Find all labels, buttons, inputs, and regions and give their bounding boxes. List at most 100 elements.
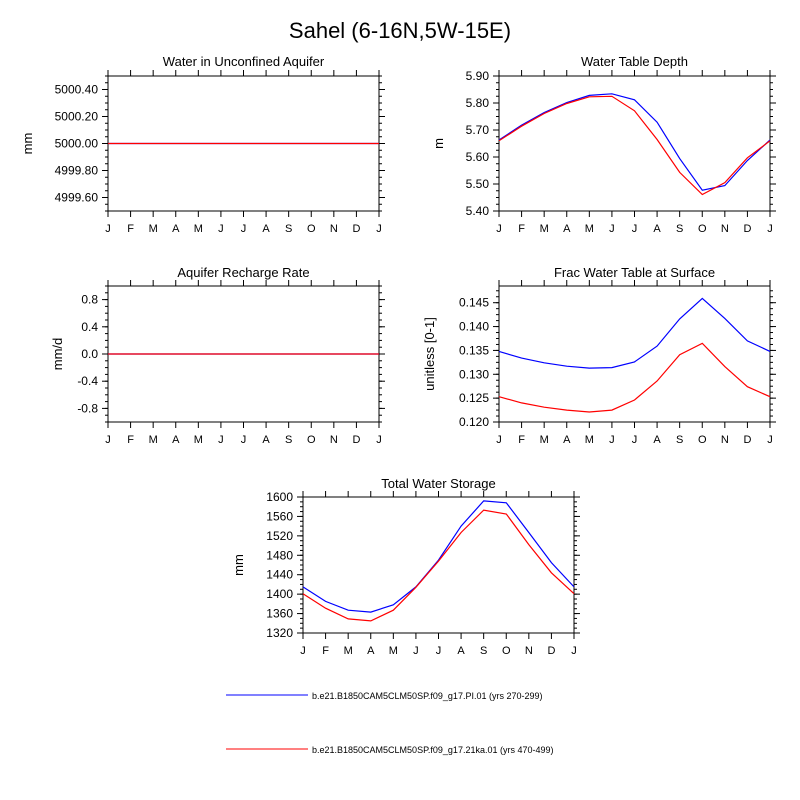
wtd-xtick-label: J <box>767 223 773 235</box>
wtd-xtick-label: A <box>653 223 661 235</box>
fracwt-ytick-label: 0.130 <box>459 367 489 381</box>
tws-ytick-label: 1480 <box>266 548 293 562</box>
tws-ytick-label: 1600 <box>266 490 293 504</box>
wtd-xtick-label: M <box>585 223 594 235</box>
aquifer-ytick-label: 5000.00 <box>55 137 99 151</box>
tws-xtick-label: J <box>436 645 442 657</box>
aquifer-xtick-label: A <box>262 223 270 235</box>
legend: b.e21.B1850CAM5CLM50SP.f09_g17.PI.01 (yr… <box>226 691 554 755</box>
recharge-title: Aquifer Recharge Rate <box>177 265 309 280</box>
fracwt-ytick-label: 0.140 <box>459 320 489 334</box>
wtd-xtick-label: S <box>676 223 683 235</box>
wtd-series-red <box>498 95 771 196</box>
tws-xtick-label: F <box>322 645 329 657</box>
recharge-xtick-label: N <box>330 434 338 446</box>
aquifer-xtick-label: S <box>285 223 292 235</box>
fracwt-xtick-label: M <box>540 434 549 446</box>
wtd-xtick-label: F <box>518 223 525 235</box>
fracwt-ytick-label: 0.145 <box>459 296 489 310</box>
aquifer-xtick-label: M <box>149 223 158 235</box>
tws-ylabel: mm <box>231 554 246 576</box>
fracwt-xtick-label: J <box>609 434 615 446</box>
wtd-title: Water Table Depth <box>581 54 688 69</box>
wtd-ytick-label: 5.70 <box>466 123 490 137</box>
wtd-xtick-label: M <box>540 223 549 235</box>
fracwt-ytick-label: 0.125 <box>459 391 489 405</box>
fracwt-xtick-label: J <box>496 434 502 446</box>
recharge-xtick-label: O <box>307 434 316 446</box>
aquifer-ytick-label: 5000.20 <box>55 110 99 124</box>
recharge-xtick-label: J <box>105 434 111 446</box>
fracwt-xtick-label: D <box>743 434 751 446</box>
recharge-xtick-label: S <box>285 434 292 446</box>
tws-xtick-label: N <box>525 645 533 657</box>
fracwt-xtick-label: F <box>518 434 525 446</box>
panel-recharge-rate: Aquifer Recharge Rate J F M A M J J A S O N D J -0.8 -0… <box>50 265 385 446</box>
tws-ytick-label: 1440 <box>266 568 293 582</box>
aquifer-xtick-label: M <box>194 223 203 235</box>
aquifer-xtick-label: J <box>218 223 224 235</box>
recharge-xtick-label: J <box>376 434 382 446</box>
fracwt-frame <box>498 285 771 423</box>
recharge-xtick-label: A <box>172 434 180 446</box>
tws-series-blue <box>302 500 575 613</box>
tws-xtick-label: J <box>571 645 577 657</box>
wtd-xtick-label: O <box>698 223 707 235</box>
aquifer-xtick-label: A <box>172 223 180 235</box>
wtd-xtick-label: J <box>496 223 502 235</box>
recharge-ytick-label: 0.0 <box>81 347 98 361</box>
wtd-ytick-label: 5.50 <box>466 177 490 191</box>
recharge-ytick-label: 0.4 <box>81 320 98 334</box>
aquifer-ytick-label: 4999.80 <box>55 164 99 178</box>
fracwt-ytick-label: 0.135 <box>459 343 489 357</box>
fracwt-xtick-label: A <box>653 434 661 446</box>
recharge-ylabel: mm/d <box>50 338 65 371</box>
aquifer-ylabel: mm <box>20 133 35 155</box>
wtd-ytick-label: 5.40 <box>466 204 490 218</box>
fracwt-xtick-label: O <box>698 434 707 446</box>
tws-xtick-label: D <box>547 645 555 657</box>
panel-water-table-depth: Water Table Depth J F M A M J J A S O N D J 5.40 5.50 5.… <box>431 54 776 235</box>
tws-ytick-label: 1320 <box>266 626 293 640</box>
fracwt-xtick-label: A <box>563 434 571 446</box>
tws-ytick-label: 1560 <box>266 509 293 523</box>
recharge-xtick-label: M <box>149 434 158 446</box>
aquifer-xtick-label: D <box>352 223 360 235</box>
recharge-xtick-label: M <box>194 434 203 446</box>
aquifer-xtick-label: J <box>105 223 111 235</box>
figure-title: Sahel (6-16N,5W-15E) <box>289 18 511 43</box>
recharge-xtick-label: A <box>262 434 270 446</box>
fracwt-ytick-label: 0.120 <box>459 415 489 429</box>
recharge-ytick-label: 0.8 <box>81 293 98 307</box>
tws-ytick-label: 1520 <box>266 529 293 543</box>
tws-xtick-label: A <box>457 645 465 657</box>
tws-xtick-label: O <box>502 645 511 657</box>
fracwt-xtick-label: S <box>676 434 683 446</box>
wtd-ytick-label: 5.90 <box>466 69 490 83</box>
tws-frame <box>302 496 575 634</box>
tws-series-red <box>302 509 575 622</box>
wtd-ytick-label: 5.80 <box>466 96 490 110</box>
aquifer-ytick-label: 4999.60 <box>55 191 99 205</box>
wtd-xtick-label: A <box>563 223 571 235</box>
tws-xtick-label: A <box>367 645 375 657</box>
panel-total-water-storage: Total Water Storage J F M A M J J A S O N D J 1320 1360… <box>231 476 580 657</box>
fracwt-xtick-label: J <box>767 434 773 446</box>
fracwt-xtick-label: M <box>585 434 594 446</box>
recharge-ytick-label: -0.8 <box>77 401 98 415</box>
aquifer-xtick-label: N <box>330 223 338 235</box>
legend-label-blue: b.e21.B1850CAM5CLM50SP.f09_g17.PI.01 (yr… <box>312 691 542 701</box>
wtd-series-blue <box>498 93 771 191</box>
tws-xtick-label: M <box>389 645 398 657</box>
tws-ytick-label: 1360 <box>266 607 293 621</box>
wtd-xtick-label: J <box>609 223 615 235</box>
aquifer-xtick-label: J <box>241 223 247 235</box>
recharge-xtick-label: F <box>127 434 134 446</box>
aquifer-xtick-label: O <box>307 223 316 235</box>
wtd-xtick-label: D <box>743 223 751 235</box>
recharge-ytick-label: -0.4 <box>77 374 98 388</box>
tws-xtick-label: J <box>413 645 419 657</box>
fracwt-xtick-label: N <box>721 434 729 446</box>
fracwt-xtick-label: J <box>632 434 638 446</box>
